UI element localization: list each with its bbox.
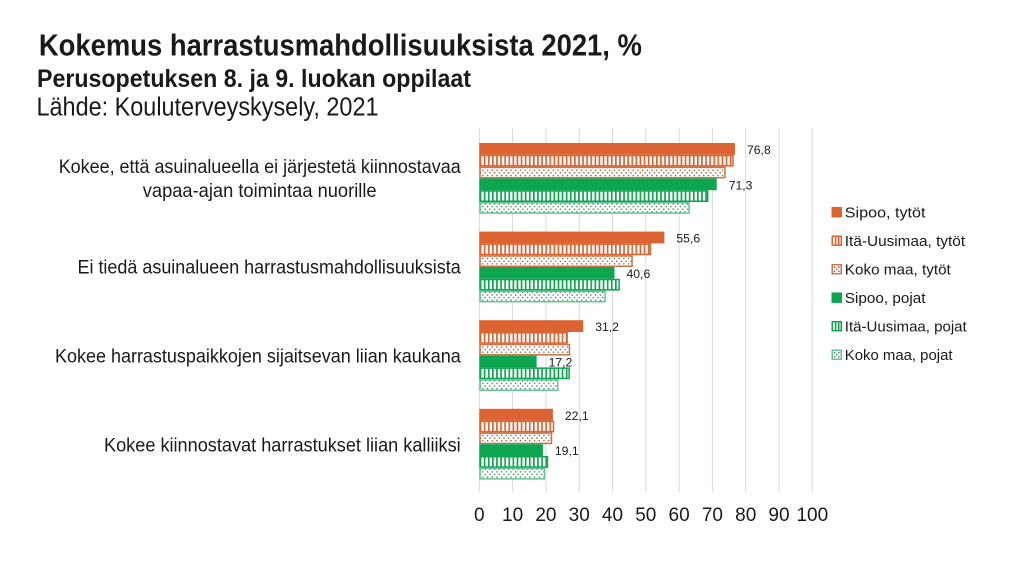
- svg-text:Ei tiedä asuinalueen harrastus: Ei tiedä asuinalueen harrastusmahdollisu…: [78, 258, 462, 279]
- svg-text:60: 60: [669, 505, 690, 526]
- svg-text:71,3: 71,3: [729, 178, 753, 192]
- svg-text:90: 90: [768, 505, 789, 526]
- svg-text:76,8: 76,8: [747, 143, 771, 157]
- svg-text:vapaa-ajan toimintaa nuorille: vapaa-ajan toimintaa nuorille: [143, 181, 377, 202]
- svg-text:Koko maa, tytöt: Koko maa, tytöt: [845, 262, 952, 279]
- svg-text:30: 30: [569, 505, 590, 526]
- svg-text:Sipoo, pojat: Sipoo, pojat: [845, 290, 927, 307]
- svg-text:50: 50: [635, 505, 656, 526]
- svg-text:31,2: 31,2: [595, 320, 619, 334]
- svg-text:Perusopetuksen 8. ja 9. luokan: Perusopetuksen 8. ja 9. luokan oppilaat: [37, 65, 472, 93]
- svg-text:Koko maa, pojat: Koko maa, pojat: [845, 347, 953, 364]
- svg-text:55,6: 55,6: [676, 232, 700, 246]
- svg-text:100: 100: [796, 505, 828, 526]
- svg-text:Itä-Uusimaa, tytöt: Itä-Uusimaa, tytöt: [845, 233, 966, 250]
- svg-text:17,2: 17,2: [549, 356, 573, 370]
- svg-text:19,1: 19,1: [555, 444, 579, 458]
- svg-text:10: 10: [502, 505, 523, 526]
- svg-text:Lähde: Kouluterveyskysely, 202: Lähde: Kouluterveyskysely, 2021: [37, 94, 379, 122]
- svg-text:Kokee kiinnostavat harrastukse: Kokee kiinnostavat harrastukset liian ka…: [104, 436, 461, 457]
- svg-text:Kokemus harrastusmahdollisuuks: Kokemus harrastusmahdollisuuksista 2021,…: [39, 29, 642, 63]
- svg-text:80: 80: [735, 505, 756, 526]
- svg-text:20: 20: [535, 505, 556, 526]
- svg-text:22,1: 22,1: [565, 409, 589, 423]
- svg-text:40,6: 40,6: [627, 267, 651, 281]
- svg-text:Itä-Uusimaa, pojat: Itä-Uusimaa, pojat: [845, 319, 968, 336]
- svg-text:Kokee, että asuinalueella ei j: Kokee, että asuinalueella ei järjestetä …: [59, 157, 461, 178]
- svg-text:Kokee harrastuspaikkojen sijai: Kokee harrastuspaikkojen sijaitsevan lii…: [55, 347, 461, 368]
- svg-text:Sipoo, tytöt: Sipoo, tytöt: [845, 205, 927, 222]
- svg-text:0: 0: [474, 505, 485, 526]
- svg-text:70: 70: [702, 505, 723, 526]
- svg-text:40: 40: [602, 505, 623, 526]
